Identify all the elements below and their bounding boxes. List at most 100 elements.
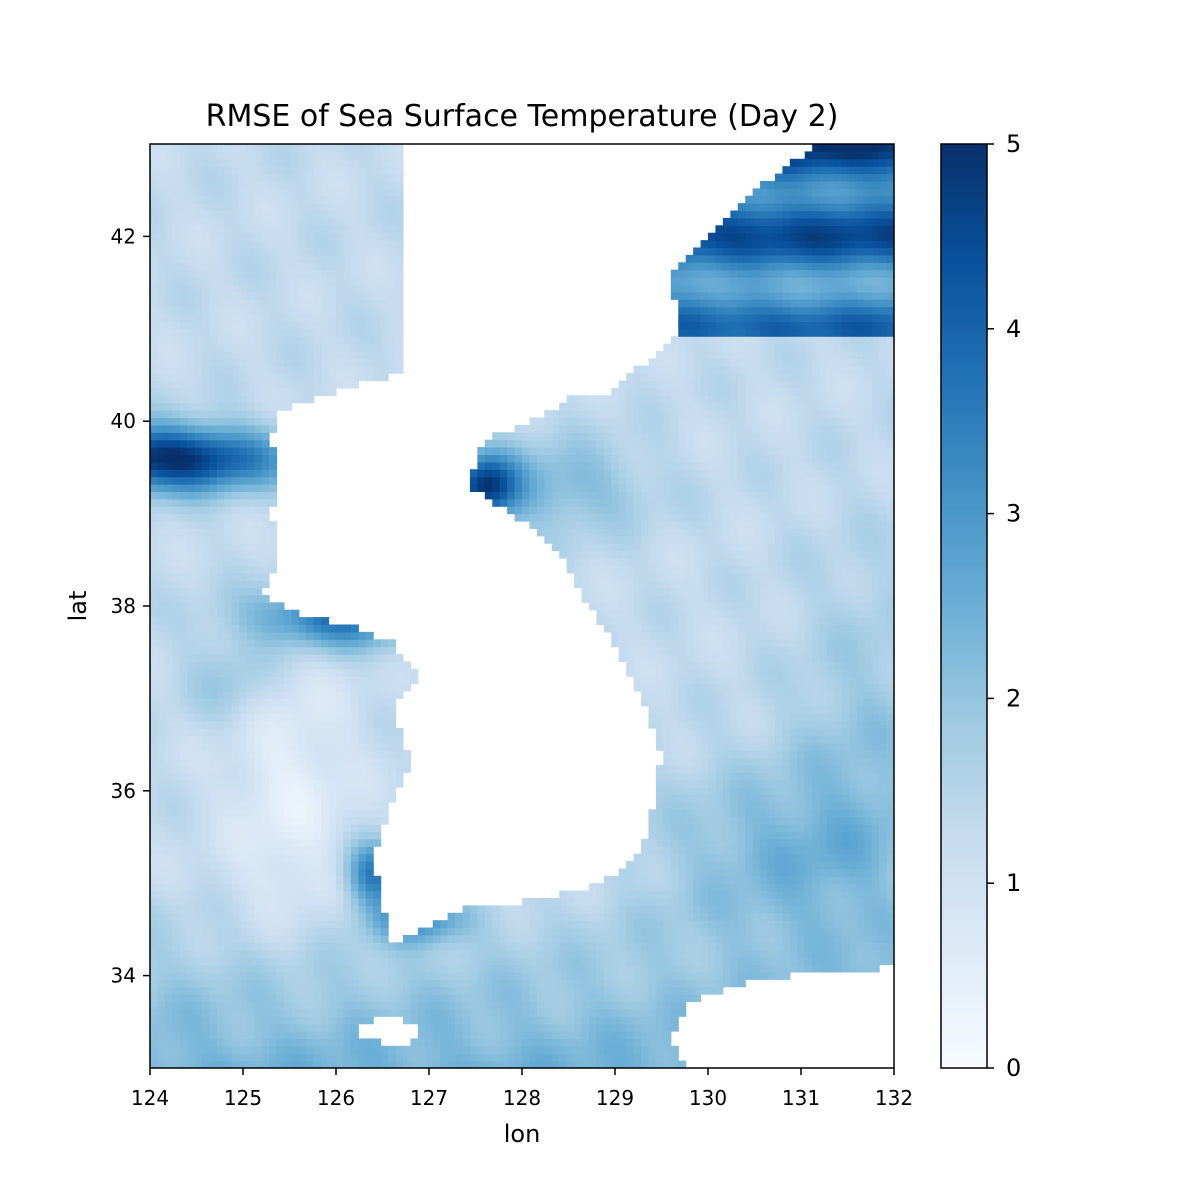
heatmap-cell [269,454,278,463]
heatmap-cell [172,321,181,330]
heatmap-cell [618,513,627,522]
heatmap-cell [306,1060,315,1068]
heatmap-cell [596,454,605,463]
heatmap-cell [343,801,352,810]
heatmap-cell [157,240,166,249]
heatmap-cell [179,520,188,529]
heatmap-cell [365,735,374,744]
heatmap-cell [202,949,211,958]
heatmap-cell [365,920,374,929]
heatmap-cell [164,550,173,559]
heatmap-cell [581,513,590,522]
heatmap-cell [187,691,196,699]
heatmap-cell [291,1001,300,1010]
heatmap-cell [514,1038,523,1047]
heatmap-cell [291,757,300,766]
heatmap-cell [239,1001,248,1010]
heatmap-cell [276,262,285,271]
heatmap-cell [626,920,635,929]
heatmap-cell [164,979,173,988]
heatmap-cell [336,203,345,212]
heatmap-cell [194,1008,203,1017]
heatmap-cell [328,144,337,152]
heatmap-cell [187,705,196,714]
heatmap-cell [588,994,597,1003]
heatmap-cell [365,883,374,892]
heatmap-cell [261,343,270,352]
heatmap-cell [276,927,285,936]
heatmap-cell [321,269,330,278]
heatmap-cell [202,1008,211,1017]
heatmap-cell [551,528,560,537]
heatmap-cell [239,336,248,345]
heatmap-cell [641,683,650,692]
heatmap-cell [410,1008,419,1017]
heatmap-cell [336,336,345,345]
heatmap-cell [388,986,397,995]
heatmap-cell [626,454,635,463]
heatmap-cell [566,890,575,899]
heatmap-cell [194,757,203,766]
heatmap-cell [425,957,434,966]
heatmap-cell [447,912,456,921]
heatmap-cell [425,1045,434,1054]
heatmap-cell [507,971,516,980]
heatmap-cell [618,934,627,943]
heatmap-cell [172,343,181,352]
heatmap-cell [157,698,166,707]
heatmap-cell [202,713,211,722]
heatmap-cell [365,158,374,167]
heatmap-cell [611,1031,620,1040]
heatmap-cell [648,890,657,899]
heatmap-cell [298,195,307,204]
heatmap-cell [269,816,278,825]
heatmap-cell [559,964,568,973]
heatmap-cell [276,875,285,884]
heatmap-cell [618,942,627,951]
heatmap-cell [269,809,278,818]
heatmap-cell [365,750,374,759]
heatmap-cell [417,949,426,958]
heatmap-cell [231,1031,240,1040]
heatmap-cell [276,1060,285,1068]
heatmap-cell [291,772,300,781]
heatmap-cell [648,1045,657,1054]
heatmap-cell [202,254,211,263]
heatmap-cell [261,868,270,877]
heatmap-cell [336,875,345,884]
heatmap-cell [157,661,166,670]
heatmap-cell [164,816,173,825]
heatmap-cell [261,1023,270,1032]
heatmap-cell [261,654,270,663]
heatmap-cell [611,986,620,995]
heatmap-cell [172,491,181,500]
heatmap-cell [588,528,597,537]
heatmap-cell [276,661,285,670]
heatmap-cell [194,720,203,729]
heatmap-cell [588,535,597,544]
heatmap-cell [216,424,225,433]
heatmap-cell [291,646,300,655]
heatmap-cell [581,535,590,544]
heatmap-cell [447,934,456,943]
heatmap-cell [187,543,196,552]
heatmap-cell [440,986,449,995]
heatmap-cell [216,720,225,729]
heatmap-cell [544,1008,553,1017]
heatmap-cell [194,868,203,877]
heatmap-cell [179,920,188,929]
heatmap-cell [648,646,657,655]
heatmap-cell [358,1016,367,1025]
heatmap-cell [202,543,211,552]
heatmap-cell [321,831,330,840]
heatmap-cell [164,809,173,818]
heatmap-cell [164,713,173,722]
heatmap-cell [336,321,345,330]
heatmap-cell [603,883,612,892]
heatmap-cell [566,927,575,936]
heatmap-cell [291,1038,300,1047]
heatmap-cell [276,705,285,714]
heatmap-cell [194,698,203,707]
heatmap-cell [306,1038,315,1047]
heatmap-cell [261,461,270,470]
